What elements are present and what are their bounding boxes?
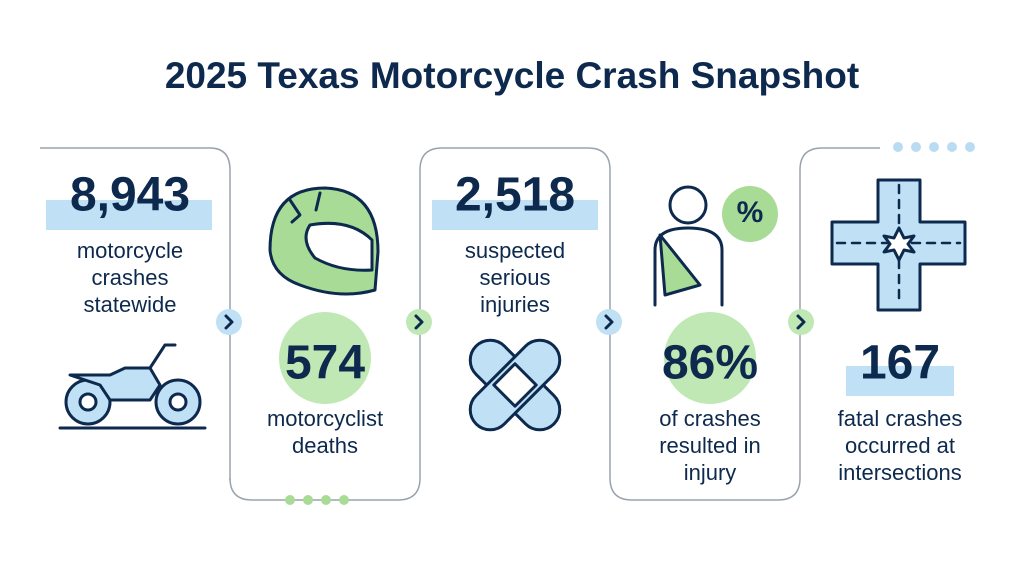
highlights bbox=[46, 200, 954, 404]
stat-label: serious bbox=[480, 265, 551, 290]
stat-label: crashes bbox=[91, 265, 168, 290]
stat-value: 86% bbox=[662, 337, 758, 390]
stat-label: statewide bbox=[84, 292, 177, 317]
bandage-icon bbox=[468, 338, 562, 432]
stat-label: deaths bbox=[292, 433, 358, 458]
stat-label: resulted in bbox=[659, 433, 761, 458]
helmet-icon bbox=[268, 186, 380, 296]
chevrons bbox=[216, 309, 814, 335]
dots bbox=[285, 495, 349, 505]
stat-label: of crashes bbox=[659, 406, 761, 431]
percent-icon: % bbox=[737, 196, 764, 229]
stat-label: motorcyclist bbox=[267, 406, 383, 431]
intersection-icon bbox=[830, 178, 967, 312]
title: 2025 Texas Motorcycle Crash Snapshot bbox=[165, 55, 859, 96]
stat-label: injuries bbox=[480, 292, 550, 317]
stat-label: motorcycle bbox=[77, 238, 183, 263]
stat-label: fatal crashes bbox=[838, 406, 963, 431]
injured-person-icon bbox=[653, 185, 778, 307]
stat-label: intersections bbox=[838, 460, 962, 485]
stat-value: 574 bbox=[285, 337, 365, 390]
panel-frames bbox=[40, 147, 880, 501]
motorcycle-icon bbox=[58, 343, 207, 430]
stat-value: 167 bbox=[860, 337, 940, 390]
stat-value: 8,943 bbox=[70, 169, 190, 222]
stat-label: occurred at bbox=[845, 433, 955, 458]
dots bbox=[893, 142, 975, 152]
stat-value: 2,518 bbox=[455, 169, 575, 222]
stat-label: suspected bbox=[465, 238, 565, 263]
stat-label: injury bbox=[684, 460, 737, 485]
